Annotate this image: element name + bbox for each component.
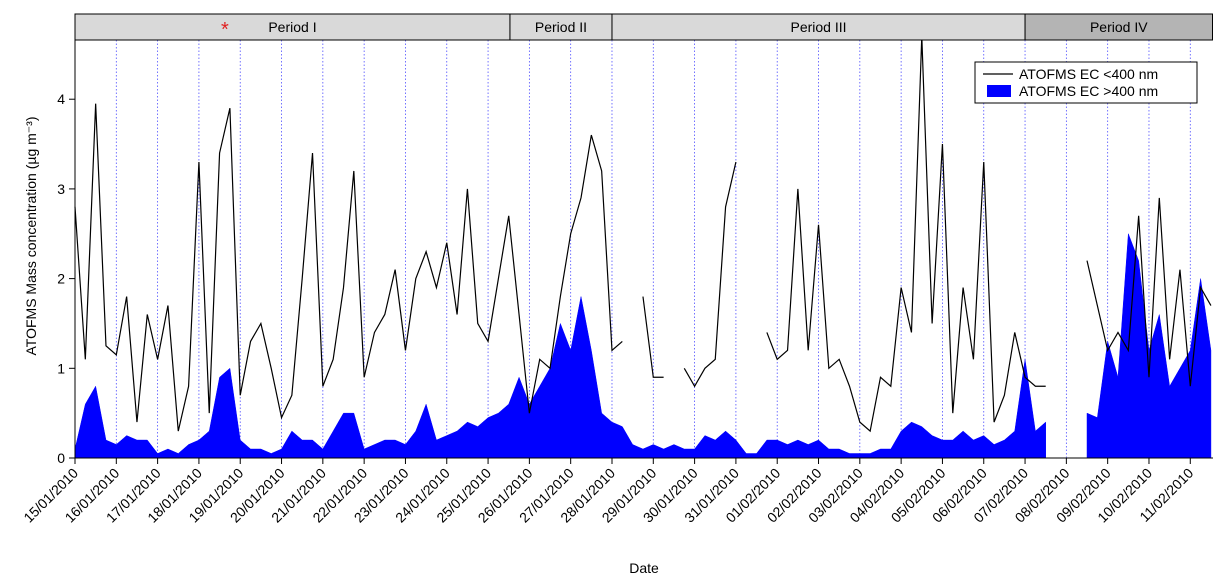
legend-label: ATOFMS EC >400 nm: [1019, 83, 1158, 99]
y-tick-label: 4: [57, 91, 65, 107]
y-tick-label: 0: [57, 450, 65, 466]
legend-box: [974, 61, 1198, 104]
legend-label: ATOFMS EC <400 nm: [1019, 66, 1158, 82]
legend-swatch: [987, 85, 1011, 97]
y-tick-label: 1: [57, 360, 65, 376]
y-axis-label: ATOFMS Mass concentration (µg m⁻³): [23, 117, 39, 356]
x-axis-label: Date: [629, 560, 659, 576]
period-band: [611, 13, 1026, 41]
area: [74, 233, 1212, 459]
period-band: [1024, 13, 1213, 41]
period-label: Period II: [535, 19, 587, 35]
period-band: [509, 13, 613, 41]
y-tick-label: 3: [57, 181, 65, 197]
period-band: [74, 13, 511, 41]
period-label: Period III: [791, 19, 847, 35]
marker: *: [221, 19, 229, 41]
line: [74, 36, 1212, 433]
period-label: Period I: [268, 19, 316, 35]
period-label: Period IV: [1090, 19, 1148, 35]
y-tick-label: 2: [57, 271, 65, 287]
